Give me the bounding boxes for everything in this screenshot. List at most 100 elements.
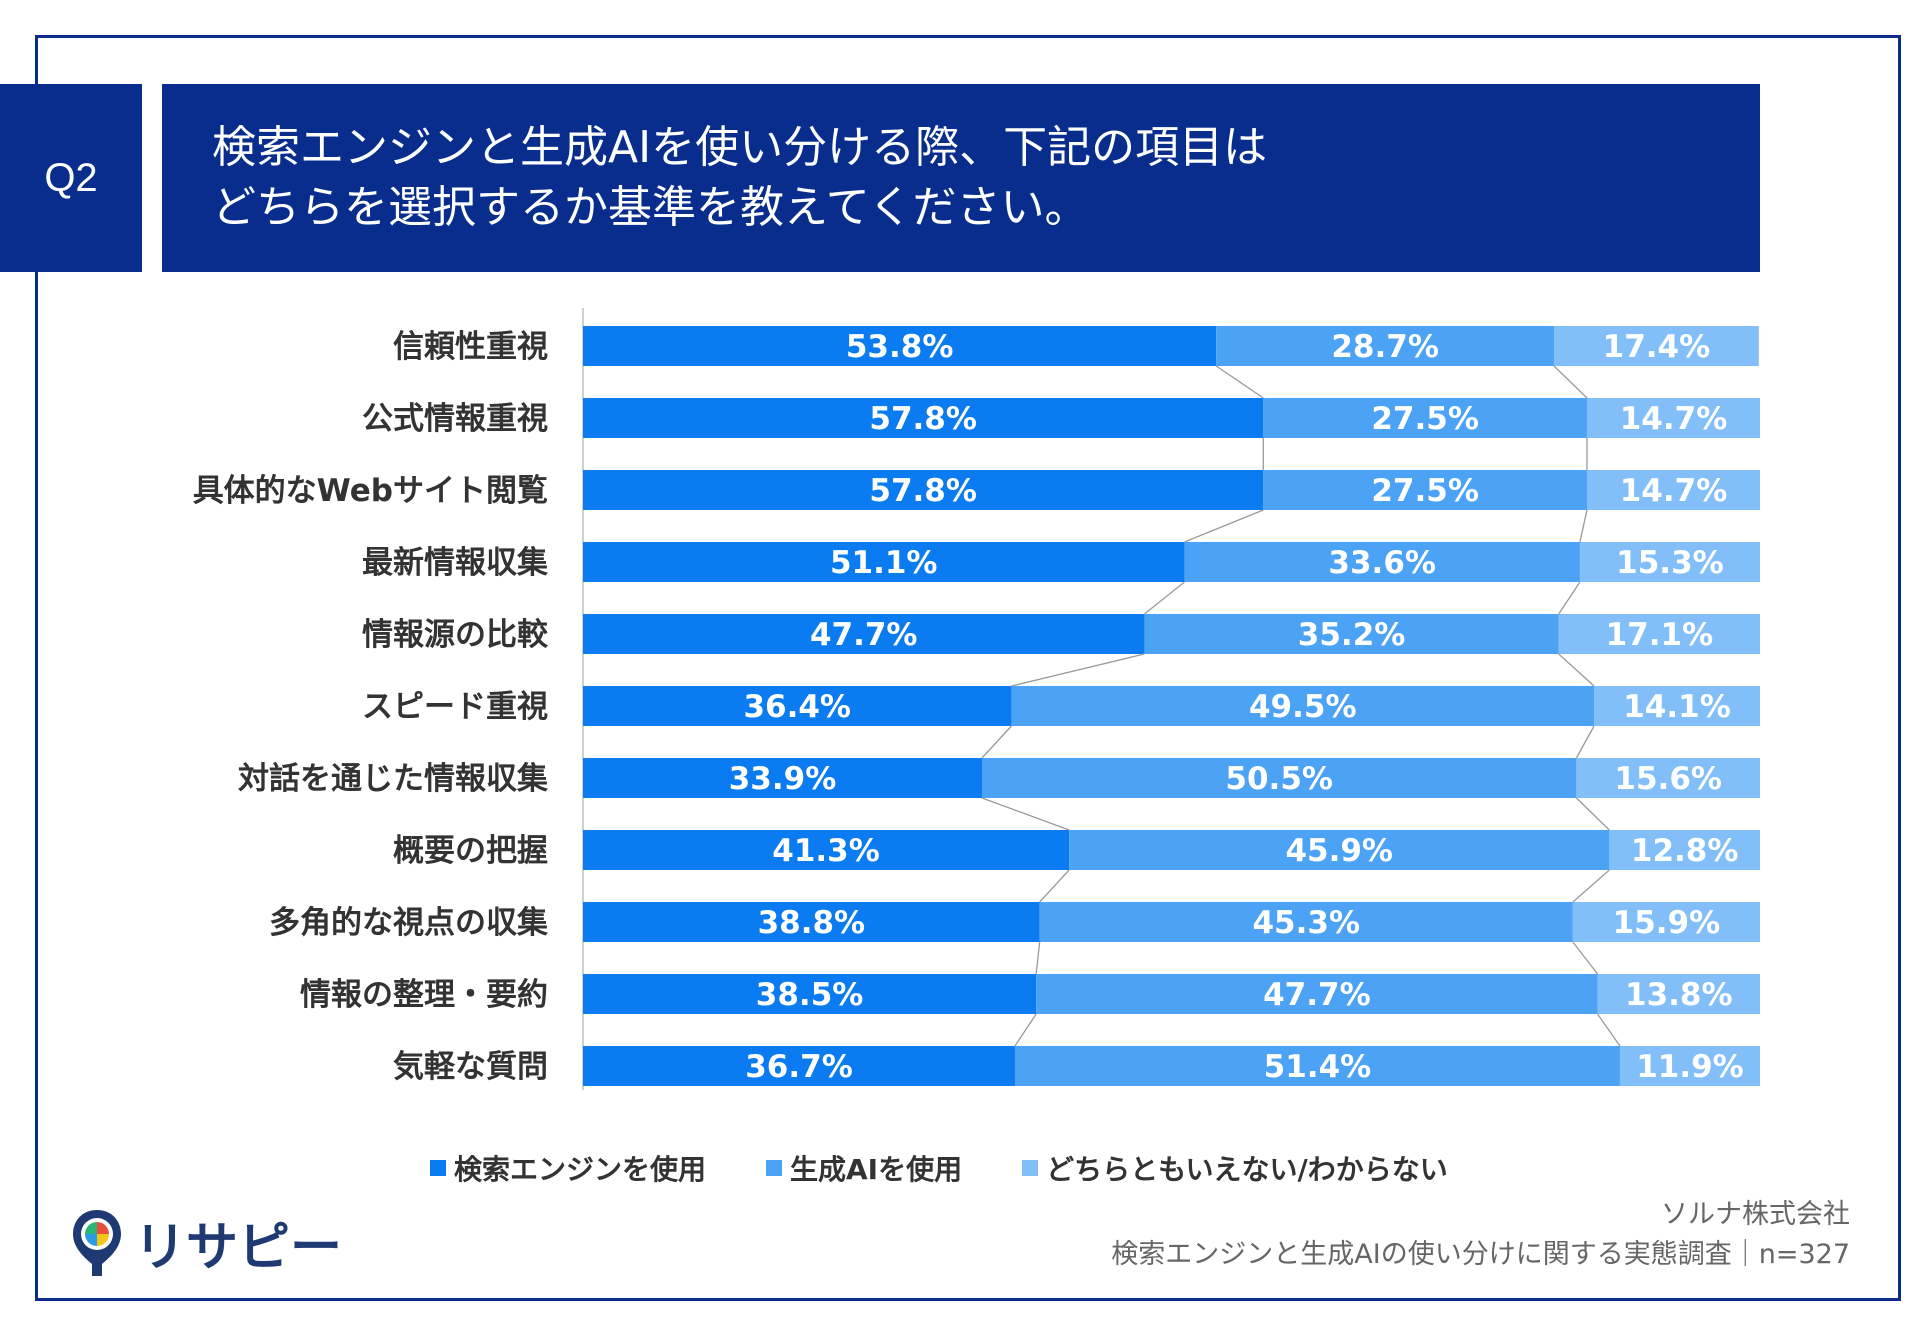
question-badge: Q2 [0, 84, 142, 272]
bar-segment-3 [1558, 614, 1760, 654]
connector-line [1597, 1013, 1621, 1047]
data-label: 45.9% [1285, 833, 1393, 869]
data-label: 33.9% [729, 761, 837, 797]
bar-segment-1 [583, 902, 1040, 942]
connector-line [1572, 869, 1610, 903]
data-label: 15.9% [1613, 905, 1721, 941]
logo-text: リサピー [134, 1218, 343, 1278]
category-label: 概要の把握 [393, 833, 548, 869]
legend-swatch-ai [766, 1160, 783, 1176]
connector-line [1184, 509, 1264, 543]
bar-segment-1 [583, 758, 983, 798]
source-survey: 検索エンジンと生成AIの使い分けに関する実態調査｜n=327 [1111, 1239, 1850, 1270]
connector-line [1558, 581, 1581, 615]
connector-line [1039, 869, 1070, 903]
bar-segment-2 [1039, 902, 1573, 942]
title-line-1: 検索エンジンと生成AIを使い分ける際、下記の項目は [212, 122, 1268, 173]
data-label: 15.3% [1616, 545, 1724, 581]
category-label: 最新情報収集 [362, 545, 548, 581]
bar-segment-2 [1216, 326, 1555, 366]
bar-segment-2 [1263, 470, 1587, 510]
connector-line [981, 797, 1070, 831]
bar-segment-1 [583, 470, 1264, 510]
connector-line [1575, 797, 1610, 831]
connector-line [1014, 1013, 1037, 1047]
category-label: 対話を通じた情報収集 [238, 761, 548, 797]
bar-segment-3 [1586, 398, 1760, 438]
bar-segment-3 [1586, 470, 1760, 510]
bar-segment-3 [1619, 1046, 1760, 1086]
category-label: 多角的な視点の収集 [269, 905, 548, 941]
bar-segment-1 [583, 1046, 1015, 1086]
bar-segment-2 [1184, 542, 1580, 582]
data-label: 14.1% [1623, 689, 1731, 725]
bar-segment-2 [982, 758, 1577, 798]
bar-segment-3 [1554, 326, 1759, 366]
bar-segment-3 [1597, 974, 1760, 1014]
connector-line [1215, 365, 1264, 399]
connector-line [1575, 725, 1595, 759]
legend-item-neither: どちらともいえない/わからない [1022, 1148, 1448, 1188]
data-label: 35.2% [1298, 617, 1406, 653]
map-pin-icon [73, 1209, 121, 1276]
data-label: 47.7% [1263, 977, 1371, 1013]
bar-segment-3 [1594, 686, 1760, 726]
data-label: 13.8% [1625, 977, 1733, 1013]
bar-segment-1 [583, 326, 1217, 366]
data-label: 38.8% [758, 905, 866, 941]
data-label: 17.1% [1606, 617, 1714, 653]
data-label: 50.5% [1225, 761, 1333, 797]
category-label: スピード重視 [362, 689, 548, 725]
category-label: 気軽な質問 [393, 1049, 548, 1085]
data-label: 36.7% [745, 1049, 853, 1085]
bar-segment-3 [1609, 830, 1760, 870]
bar-segment-3 [1576, 758, 1760, 798]
data-label: 49.5% [1249, 689, 1357, 725]
category-label: 情報の整理・要約 [300, 977, 548, 1013]
data-label: 33.6% [1328, 545, 1436, 581]
legend-label-neither: どちらともいえない/わからない [1046, 1153, 1448, 1186]
data-label: 41.3% [772, 833, 880, 869]
data-label: 11.9% [1636, 1049, 1744, 1085]
source-note: ソルナ株式会社 検索エンジンと生成AIの使い分けに関する実態調査｜n=327 [1111, 1195, 1850, 1275]
bar-segment-2 [1144, 614, 1559, 654]
category-label: 情報源の比較 [362, 617, 549, 653]
data-label: 51.4% [1264, 1049, 1372, 1085]
bar-segment-2 [1069, 830, 1610, 870]
legend-item-search: 検索エンジンを使用 [430, 1148, 706, 1188]
bar-segment-1 [583, 542, 1185, 582]
logo: リサピー [70, 1205, 342, 1280]
connector-line [1144, 581, 1185, 615]
data-label: 47.7% [810, 617, 918, 653]
data-label: 14.7% [1620, 473, 1728, 509]
source-company: ソルナ株式会社 [1661, 1199, 1850, 1230]
legend-swatch-neither [1022, 1160, 1039, 1176]
title-banner: 検索エンジンと生成AIを使い分ける際、下記の項目は どちらを選択するか基準を教え… [162, 84, 1760, 272]
legend: 検索エンジンを使用 生成AIを使用 どちらともいえない/わからない [430, 1148, 1448, 1188]
connector-line [1011, 653, 1145, 687]
chart-frame [35, 35, 1901, 1301]
title-line-2: どちらを選択するか基準を教えてください。 [212, 182, 1089, 233]
bar-segment-3 [1572, 902, 1760, 942]
bar-segment-1 [583, 398, 1264, 438]
bar-segment-3 [1579, 542, 1760, 582]
data-label: 14.7% [1620, 401, 1728, 437]
data-label: 53.8% [846, 329, 954, 365]
bar-segment-1 [583, 614, 1145, 654]
data-label: 27.5% [1371, 473, 1479, 509]
data-label: 38.5% [756, 977, 864, 1013]
legend-item-ai: 生成AIを使用 [766, 1148, 962, 1188]
data-label: 28.7% [1331, 329, 1439, 365]
category-label: 公式情報重視 [362, 401, 548, 437]
connector-line [1035, 941, 1041, 975]
category-label: 信頼性重視 [393, 329, 548, 365]
legend-swatch-search [430, 1160, 446, 1176]
data-label: 12.8% [1631, 833, 1739, 869]
bar-segment-1 [583, 830, 1070, 870]
question-label: Q2 [44, 155, 98, 200]
connector-line [1558, 653, 1595, 687]
data-label: 57.8% [869, 401, 977, 437]
data-label: 36.4% [743, 689, 851, 725]
data-label: 17.4% [1603, 329, 1711, 365]
